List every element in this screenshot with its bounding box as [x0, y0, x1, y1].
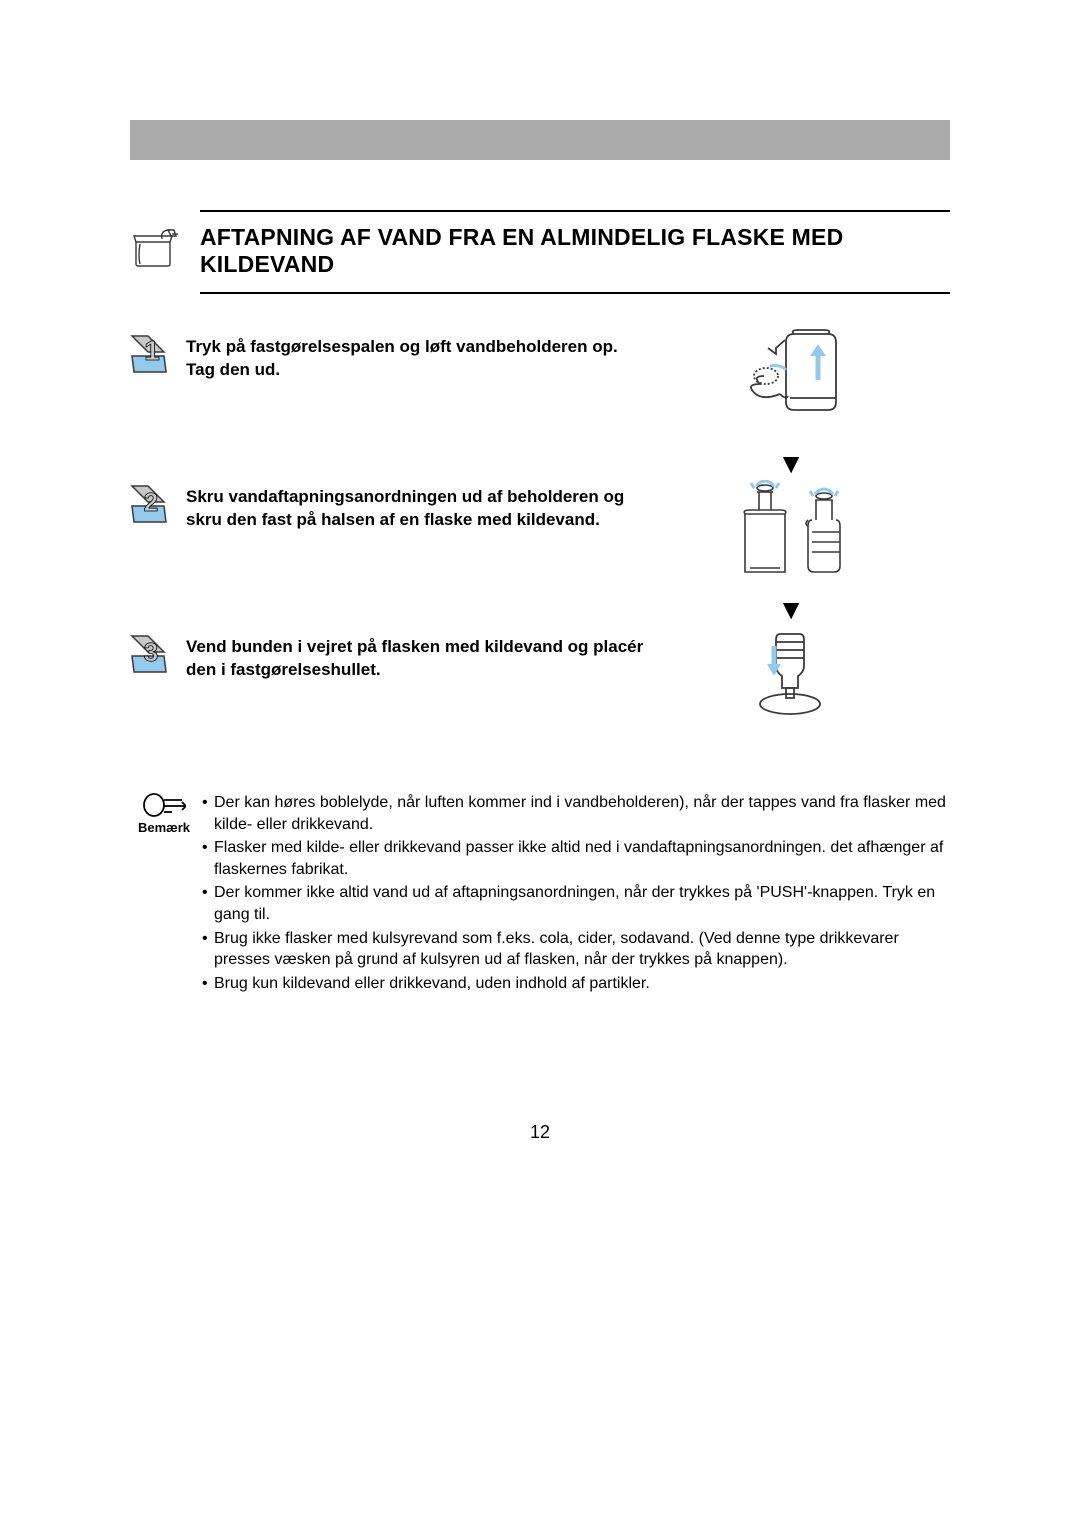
arrow-down-icon: ▼ [777, 594, 805, 626]
step-number-icon: 2 [130, 484, 168, 524]
page-number: 12 [0, 1122, 1080, 1143]
step-number-icon: 3 [130, 634, 168, 674]
step-3-illustration [750, 628, 830, 723]
note-list: Der kan høres boblelyde, når luften komm… [202, 792, 950, 996]
step-text: Tryk på fastgørelsespalen og løft vandbe… [186, 336, 646, 382]
step-number-icon: 1 [130, 334, 168, 374]
step-text: Skru vandaftapningsanordningen ud af beh… [186, 486, 646, 532]
step-2: 2 Skru vandaftapningsanordningen ud af b… [130, 484, 950, 634]
note-item: Der kan høres boblelyde, når luften komm… [202, 792, 950, 835]
note-icon [142, 792, 186, 818]
note-item: Brug ikke flasker med kulsyrevand som f.… [202, 928, 950, 971]
note-item: Flasker med kilde- eller drikkevand pass… [202, 837, 950, 880]
note-item: Der kommer ikke altid vand ud af aftapni… [202, 882, 950, 925]
svg-text:2: 2 [144, 487, 158, 517]
note-item: Brug kun kildevand eller drikkevand, ude… [202, 973, 950, 995]
step-text: Vend bunden i vejret på flasken med kild… [186, 636, 646, 682]
top-gray-bar [130, 120, 950, 160]
step-2-illustration [730, 480, 860, 585]
note-block: Bemærk Der kan høres boblelyde, når luft… [136, 792, 950, 996]
step-3: 3 Vend bunden i vejret på flasken med ki… [130, 634, 950, 734]
svg-text:1: 1 [144, 335, 160, 366]
cooldrink-icon [130, 226, 180, 268]
arrow-down-icon: ▼ [777, 448, 805, 480]
step-1: 1 Tryk på fastgørelsespalen og løft vand… [130, 334, 950, 484]
title-row: AFTAPNING AF VAND FRA EN ALMINDELIG FLAS… [130, 200, 950, 294]
page-title: AFTAPNING AF VAND FRA EN ALMINDELIG FLAS… [200, 224, 950, 294]
step-1-illustration [740, 328, 860, 433]
note-label: Bemærk [138, 820, 190, 835]
svg-text:3: 3 [144, 637, 158, 667]
